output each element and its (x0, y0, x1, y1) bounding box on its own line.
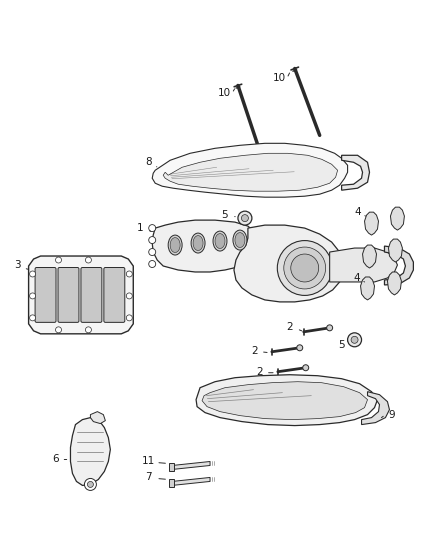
Polygon shape (388, 272, 401, 295)
Polygon shape (364, 212, 378, 235)
FancyBboxPatch shape (104, 268, 125, 322)
Circle shape (149, 261, 155, 268)
Polygon shape (361, 392, 389, 425)
Circle shape (56, 257, 61, 263)
Text: 7: 7 (145, 472, 152, 482)
Circle shape (30, 293, 35, 299)
Circle shape (85, 257, 92, 263)
Polygon shape (196, 375, 378, 425)
Text: 5: 5 (338, 340, 345, 350)
Polygon shape (172, 478, 210, 486)
Ellipse shape (235, 232, 245, 247)
Circle shape (85, 327, 92, 333)
Text: 10: 10 (217, 88, 230, 99)
Polygon shape (342, 155, 370, 190)
Circle shape (126, 271, 132, 277)
Ellipse shape (233, 230, 247, 250)
Ellipse shape (191, 233, 205, 253)
Text: 2: 2 (257, 367, 263, 377)
Circle shape (30, 315, 35, 321)
Text: 8: 8 (145, 157, 152, 167)
Text: 4: 4 (354, 207, 361, 217)
Text: 2: 2 (251, 346, 258, 356)
Text: 11: 11 (141, 456, 155, 466)
Text: 10: 10 (273, 74, 286, 84)
Ellipse shape (291, 254, 319, 282)
Circle shape (348, 333, 361, 347)
Ellipse shape (193, 236, 203, 251)
Polygon shape (172, 462, 210, 470)
Polygon shape (360, 277, 374, 300)
Polygon shape (71, 417, 110, 486)
FancyBboxPatch shape (81, 268, 102, 322)
Polygon shape (234, 225, 343, 302)
Polygon shape (169, 464, 174, 472)
FancyBboxPatch shape (35, 268, 56, 322)
Circle shape (327, 325, 332, 331)
Ellipse shape (168, 235, 182, 255)
Circle shape (149, 237, 155, 244)
Polygon shape (152, 143, 348, 197)
Circle shape (30, 271, 35, 277)
Ellipse shape (284, 247, 326, 289)
Ellipse shape (277, 240, 332, 295)
Ellipse shape (170, 238, 180, 253)
Circle shape (297, 345, 303, 351)
Polygon shape (385, 246, 413, 285)
Polygon shape (152, 220, 258, 272)
Circle shape (351, 336, 358, 343)
Polygon shape (363, 245, 377, 268)
Polygon shape (169, 480, 174, 487)
Polygon shape (28, 256, 133, 334)
Polygon shape (330, 248, 397, 282)
Polygon shape (389, 239, 403, 262)
Text: 2: 2 (286, 322, 293, 332)
Circle shape (149, 224, 155, 232)
Text: 1: 1 (137, 223, 144, 233)
FancyBboxPatch shape (58, 268, 79, 322)
Text: 3: 3 (14, 260, 21, 270)
Circle shape (85, 479, 96, 490)
Text: 5: 5 (222, 210, 228, 220)
Polygon shape (90, 411, 106, 424)
Circle shape (149, 248, 155, 255)
Text: 9: 9 (388, 410, 395, 419)
Polygon shape (202, 382, 367, 419)
Circle shape (303, 365, 309, 371)
Circle shape (126, 315, 132, 321)
Circle shape (56, 327, 61, 333)
Ellipse shape (213, 231, 227, 251)
Text: 6: 6 (52, 455, 59, 464)
Circle shape (126, 293, 132, 299)
Ellipse shape (215, 233, 225, 248)
Circle shape (238, 211, 252, 225)
Text: 4: 4 (353, 273, 360, 283)
Polygon shape (390, 207, 404, 230)
Circle shape (88, 481, 93, 487)
Circle shape (241, 215, 248, 222)
Polygon shape (163, 154, 338, 191)
